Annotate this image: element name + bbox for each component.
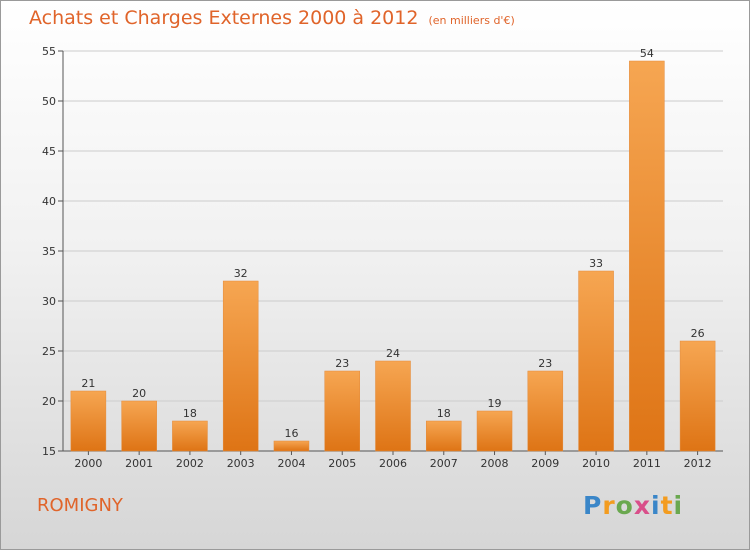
bar: [222, 280, 259, 452]
y-tick-label: 30: [42, 295, 56, 308]
bar: [476, 410, 513, 452]
y-tick-label: 40: [42, 195, 56, 208]
logo-letter: P: [583, 491, 603, 520]
bar-value-label: 18: [437, 407, 451, 420]
y-tick-label: 20: [42, 395, 56, 408]
bar-value-label: 26: [691, 327, 705, 340]
x-tick-label: 2010: [582, 457, 610, 470]
y-tick-label: 35: [42, 245, 56, 258]
y-tick-label: 25: [42, 345, 56, 358]
logo-letter: o: [615, 491, 634, 520]
logo-letter: i: [673, 491, 684, 520]
bar-value-label: 23: [538, 357, 552, 370]
x-tick-label: 2006: [379, 457, 407, 470]
bar-value-label: 54: [640, 47, 654, 60]
logo-letter: t: [660, 491, 674, 520]
y-tick-label: 50: [42, 95, 56, 108]
bar-value-label: 19: [488, 397, 502, 410]
x-tick-label: 2000: [74, 457, 102, 470]
x-tick-label: 2003: [227, 457, 255, 470]
x-tick-label: 2007: [430, 457, 458, 470]
bar: [375, 360, 411, 452]
chart-title-unit: (en milliers d'€): [428, 14, 515, 27]
bar-value-label: 23: [335, 357, 349, 370]
bar-value-label: 20: [132, 387, 146, 400]
x-tick-label: 2005: [328, 457, 356, 470]
y-tick-label: 15: [42, 445, 56, 458]
bar: [426, 420, 462, 452]
x-tick-label: 2012: [684, 457, 712, 470]
bar: [324, 370, 360, 452]
bar: [70, 390, 107, 452]
x-tick-label: 2002: [176, 457, 204, 470]
bar-value-label: 18: [183, 407, 197, 420]
bar-value-label: 24: [386, 347, 400, 360]
y-tick-label: 55: [42, 45, 56, 58]
y-tick-label: 45: [42, 145, 56, 158]
x-tick-label: 2008: [481, 457, 509, 470]
place-name: ROMIGNY: [37, 495, 123, 516]
bar-value-label: 21: [81, 377, 95, 390]
x-tick-label: 2004: [277, 457, 305, 470]
bar-value-label: 16: [284, 427, 298, 440]
chart-title: Achats et Charges Externes 2000 à 2012 (e…: [29, 7, 515, 29]
logo-letter: x: [633, 491, 651, 520]
x-tick-label: 2011: [633, 457, 661, 470]
chart-title-main: Achats et Charges Externes 2000 à 2012: [29, 7, 419, 29]
bar: [121, 400, 157, 452]
bar-value-label: 32: [234, 267, 248, 280]
bar: [527, 370, 564, 452]
x-tick-label: 2009: [531, 457, 559, 470]
bar: [172, 420, 208, 452]
bar: [679, 340, 716, 452]
proxiti-logo[interactable]: Proxiti: [583, 491, 683, 520]
bar: [273, 440, 310, 452]
bar: [629, 60, 665, 452]
logo-letter: i: [651, 491, 661, 520]
bar: [578, 270, 614, 452]
logo-letter: r: [602, 491, 616, 520]
x-tick-label: 2001: [125, 457, 153, 470]
bar-value-label: 33: [589, 257, 603, 270]
